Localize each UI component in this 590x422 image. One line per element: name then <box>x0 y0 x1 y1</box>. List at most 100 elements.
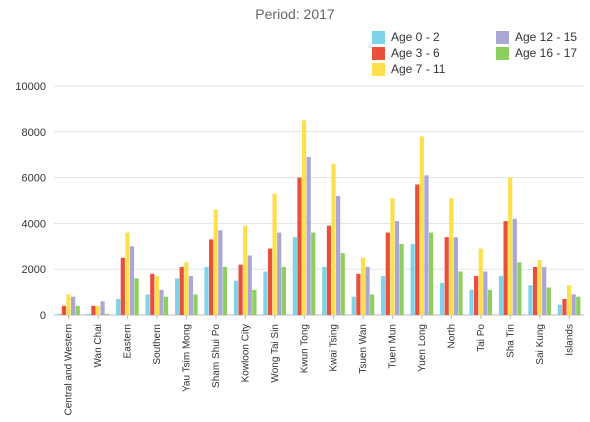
bar <box>326 225 332 315</box>
bar <box>356 273 361 315</box>
chart-title: Period: 2017 <box>255 6 335 22</box>
x-tick-label: Sham Shui Po <box>211 324 222 388</box>
bar <box>272 193 277 315</box>
bar <box>566 285 572 315</box>
x-tick-label: Yuen Long <box>417 324 428 372</box>
legend-label: Age 7 - 11 <box>391 62 446 76</box>
bar <box>381 276 386 315</box>
bar <box>360 257 366 315</box>
bar <box>71 296 76 315</box>
x-tick-label: Wan Chai <box>93 324 104 368</box>
bar <box>134 278 139 315</box>
bar <box>562 298 567 315</box>
bar <box>542 266 547 315</box>
bar <box>301 120 307 315</box>
bar <box>410 244 415 315</box>
legend-swatch <box>496 46 509 60</box>
bar <box>469 289 474 315</box>
x-tick-label: Eastern <box>123 324 134 358</box>
bar <box>424 175 429 315</box>
bar <box>179 266 184 315</box>
bar <box>213 209 218 315</box>
bar <box>252 289 257 315</box>
legend-swatch <box>372 30 385 44</box>
bar <box>204 266 209 315</box>
legend-label: Age 16 - 17 <box>515 46 578 60</box>
bar <box>385 232 390 315</box>
bar <box>365 266 370 315</box>
bar <box>86 313 91 315</box>
bar <box>297 177 302 315</box>
bar <box>340 253 345 315</box>
legend-item[interactable]: Age 3 - 6 <box>372 46 440 60</box>
x-tick-label: Sai Kung <box>535 324 546 365</box>
bar <box>238 264 243 315</box>
bar <box>75 305 80 315</box>
bar <box>95 305 101 315</box>
y-tick-label: 8000 <box>22 127 46 139</box>
bar <box>91 305 96 315</box>
bar <box>331 163 336 315</box>
bar <box>222 266 228 315</box>
bar <box>487 289 493 315</box>
bar <box>351 296 356 315</box>
bar <box>503 221 508 315</box>
bar <box>528 285 533 315</box>
bar <box>163 296 169 315</box>
bar <box>105 313 110 315</box>
y-tick-label: 2000 <box>22 264 46 276</box>
bar <box>125 232 130 315</box>
legend-item[interactable]: Age 16 - 17 <box>496 46 577 60</box>
bar <box>233 280 239 315</box>
y-tick-label: 4000 <box>22 218 46 230</box>
bar <box>394 221 400 315</box>
y-tick-label: 10000 <box>15 81 46 93</box>
bar <box>440 282 445 315</box>
bar <box>267 248 273 315</box>
bar <box>483 271 488 315</box>
bar <box>120 257 125 315</box>
bar <box>458 271 463 315</box>
legend-item[interactable]: Age 0 - 2 <box>372 30 440 44</box>
legend-label: Age 0 - 2 <box>391 30 440 44</box>
y-tick-label: 0 <box>40 310 46 322</box>
bar <box>428 232 434 315</box>
legend-swatch <box>372 46 385 60</box>
bar <box>188 276 193 315</box>
bar <box>576 296 581 315</box>
bar <box>322 266 327 315</box>
bar <box>415 184 420 315</box>
legend-item[interactable]: Age 12 - 15 <box>496 30 577 44</box>
bar <box>336 195 341 315</box>
x-tick-label: Kwai Tsing <box>329 324 340 372</box>
bar <box>129 246 135 315</box>
bar <box>478 248 483 315</box>
bar <box>159 289 164 315</box>
bar <box>449 198 454 315</box>
bar <box>390 198 395 315</box>
bar <box>306 156 311 315</box>
x-tick-label: Central and Western <box>64 324 75 416</box>
bar <box>243 225 248 315</box>
bar <box>61 305 67 315</box>
bar <box>175 278 180 315</box>
x-tick-label: Sha Tin <box>505 324 516 358</box>
bar <box>370 294 375 315</box>
legend-label: Age 12 - 15 <box>515 30 578 44</box>
bar <box>57 313 62 315</box>
bar <box>154 276 159 315</box>
bar <box>419 136 424 315</box>
bar <box>474 276 479 315</box>
legend-item[interactable]: Age 7 - 11 <box>372 62 445 76</box>
bar <box>218 230 223 315</box>
bar <box>532 266 538 315</box>
legend-label: Age 3 - 6 <box>391 46 440 60</box>
x-tick-label: Kowloon City <box>240 324 251 382</box>
x-tick-label: Islands <box>564 324 575 356</box>
x-tick-label: North <box>447 324 458 348</box>
bar <box>546 287 551 315</box>
bar <box>508 177 513 315</box>
bar <box>571 294 576 315</box>
x-tick-label: Kwun Tong <box>299 324 310 373</box>
x-tick-label: Tuen Mun <box>388 324 399 369</box>
